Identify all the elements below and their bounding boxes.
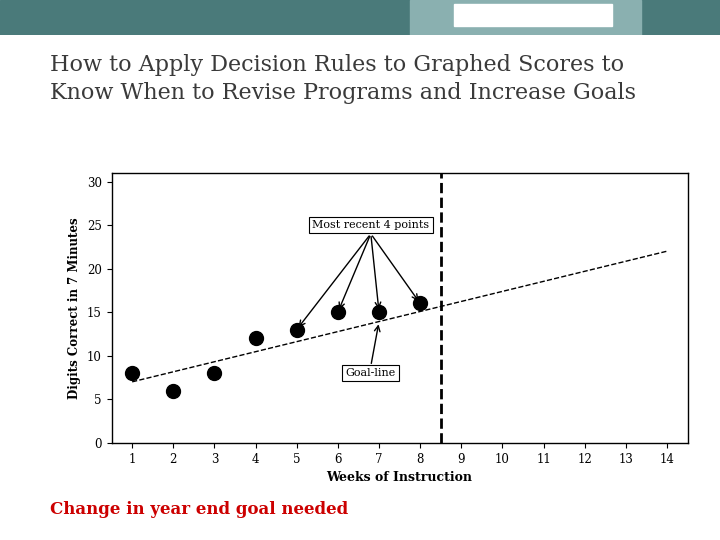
Text: How to Apply Decision Rules to Graphed Scores to
Know When to Revise Programs an: How to Apply Decision Rules to Graphed S… <box>50 54 636 104</box>
Bar <box>410 0 641 35</box>
Point <box>332 308 343 316</box>
Point <box>127 369 138 377</box>
Text: Most recent 4 points: Most recent 4 points <box>312 220 429 230</box>
Point <box>250 334 261 342</box>
Point <box>168 386 179 395</box>
Y-axis label: Digits Correct in 7 Minutes: Digits Correct in 7 Minutes <box>68 217 81 399</box>
Text: Goal-line: Goal-line <box>346 368 396 378</box>
X-axis label: Weeks of Instruction: Weeks of Instruction <box>327 471 472 484</box>
Point <box>415 299 426 308</box>
Point <box>209 369 220 377</box>
Point <box>291 325 302 334</box>
Bar <box>454 3 612 26</box>
Text: Change in year end goal needed: Change in year end goal needed <box>50 502 348 518</box>
Point <box>373 308 384 316</box>
